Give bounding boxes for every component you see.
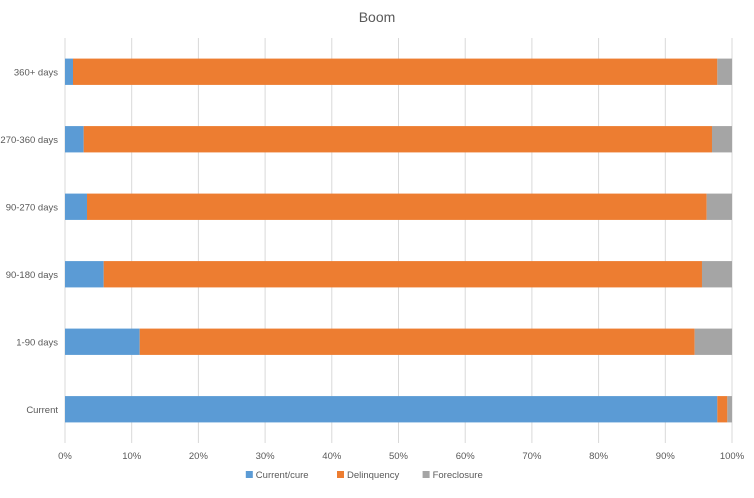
- bar-segment: [65, 261, 104, 288]
- category-label: 90-270 days: [6, 202, 59, 213]
- gridlines: [64, 38, 733, 443]
- category-label: 90-180 days: [6, 270, 59, 281]
- bar-segment: [65, 58, 74, 85]
- chart-title: Boom: [359, 9, 396, 25]
- x-axis-tick-labels: 0% 10% 20% 30% 40% 50% 60% 70% 80% 90% 100%: [58, 451, 745, 462]
- bars: [65, 58, 732, 423]
- bar-segment: [701, 261, 732, 288]
- legend-swatch: [245, 471, 253, 478]
- category-label: 360+ days: [14, 67, 58, 78]
- category-label: 1-90 days: [16, 337, 58, 348]
- legend-label: Foreclosure: [433, 470, 483, 481]
- x-tick-label: 40%: [322, 451, 342, 462]
- bar-segment: [727, 396, 732, 423]
- bar-segment: [103, 261, 702, 288]
- x-tick-label: 30%: [256, 451, 276, 462]
- legend-label: Current/cure: [256, 470, 309, 481]
- category-labels: 360+ days 270-360 days 90-270 days 90-180 d…: [0, 67, 58, 416]
- bar-segment: [65, 396, 718, 423]
- bar-segment: [694, 328, 732, 355]
- category-label: Current: [26, 405, 58, 416]
- category-label: 270-360 days: [0, 135, 58, 146]
- x-tick-label: 10%: [122, 451, 142, 462]
- bar-segment: [83, 126, 712, 153]
- bar-segment: [139, 328, 695, 355]
- bar-segment: [706, 193, 732, 220]
- bar-segment: [717, 58, 732, 85]
- legend-swatch: [337, 471, 344, 478]
- bar-segment: [65, 126, 84, 153]
- bar-segment: [73, 58, 718, 85]
- bar-segment: [711, 126, 732, 153]
- x-tick-label: 90%: [656, 451, 676, 462]
- legend-label: Delinquency: [347, 470, 400, 481]
- bar-segment: [65, 193, 88, 220]
- bar-segment: [87, 193, 707, 220]
- x-tick-label: 20%: [189, 451, 209, 462]
- legend: Current/cure Delinquency Foreclosure: [245, 470, 483, 481]
- bar-segment: [65, 328, 140, 355]
- legend-swatch: [422, 471, 430, 478]
- x-tick-label: 80%: [589, 451, 609, 462]
- bar-segment: [717, 396, 728, 423]
- x-tick-label: 70%: [522, 451, 542, 462]
- x-tick-label: 60%: [456, 451, 476, 462]
- x-tick-label: 0%: [58, 451, 72, 462]
- x-tick-label: 100%: [720, 451, 745, 462]
- x-tick-label: 50%: [389, 451, 409, 462]
